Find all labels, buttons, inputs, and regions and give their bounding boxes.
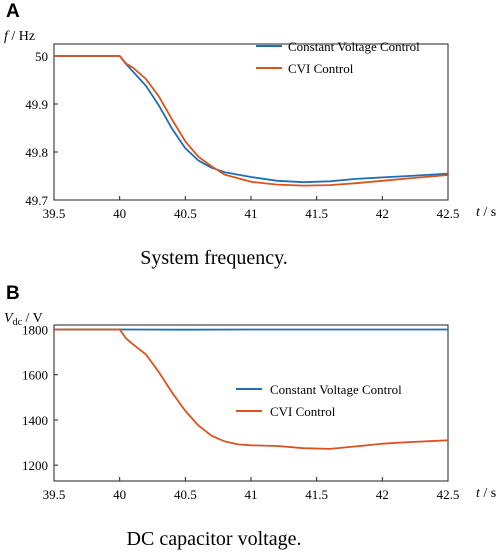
panel-b-series-line-cvi xyxy=(53,328,449,450)
panel-b-ytick-label: 1400 xyxy=(22,413,48,428)
panel-a-label: A xyxy=(6,1,20,22)
panel-a-series-line-cvi xyxy=(53,55,449,187)
panel-b-ticks: 39.5 40 40.5 41 41.5 42 42.5 1200 1400 1600 1800 xyxy=(22,323,459,502)
panel-a-xtick-label: 41 xyxy=(245,206,258,221)
panel-b-caption: DC capacitor voltage. xyxy=(127,528,302,550)
panel-b-ytick-label: 1600 xyxy=(22,368,48,383)
panel-a-xtick-label: 39.5 xyxy=(43,206,66,221)
panel-b-plot-frame xyxy=(53,324,449,482)
panel-a-xtick-label: 42 xyxy=(376,206,389,221)
panel-b-lines xyxy=(53,328,449,450)
panel-a-ticks: 39.5 40 40.5 41 41.5 42 42.5 49.7 49.8 49.9 50 xyxy=(25,49,459,221)
legend-label-cvi: CVI Control xyxy=(270,404,336,419)
legend-label-cvi: CVI Control xyxy=(288,61,354,76)
panel-b-ylabel: Vdc / V xyxy=(4,311,43,328)
panel-a-xtick-label: 42.5 xyxy=(437,206,460,221)
panel-b-xtick-label: 41 xyxy=(245,487,258,502)
panel-a-ytick-label: 49.9 xyxy=(25,97,48,112)
panel-a-lines xyxy=(53,55,449,187)
panel-b-xtick-label: 40 xyxy=(113,487,126,502)
panel-b-legend: Constant Voltage Control CVI Control xyxy=(236,382,402,419)
panel-a-ytick-label: 50 xyxy=(35,49,48,64)
panel-b-xtick-label: 42 xyxy=(376,487,389,502)
panel-b-xtick-label: 39.5 xyxy=(43,487,66,502)
panel-b-xtick-label: 42.5 xyxy=(437,487,460,502)
panel-a-xlabel: t / s xyxy=(476,205,496,220)
panel-b: B Vdc / V t / s 39.5 40 40.5 41 41.5 42 42.5 12… xyxy=(4,283,496,550)
panel-a-xtick-label: 41.5 xyxy=(305,206,328,221)
panel-a-legend: Constant Voltage Control CVI Control xyxy=(256,39,420,76)
panel-b-xtick-label: 40.5 xyxy=(174,487,197,502)
panel-a-ylabel: f / Hz xyxy=(4,29,35,44)
panel-b-xtick-label: 41.5 xyxy=(305,487,328,502)
panel-a-ytick-label: 49.8 xyxy=(25,145,48,160)
panel-b-ytick-label: 1200 xyxy=(22,458,48,473)
panel-a-xtick-label: 40 xyxy=(113,206,126,221)
panel-a-series-line-constant-voltage xyxy=(53,55,449,184)
legend-label-constant-voltage: Constant Voltage Control xyxy=(288,39,420,54)
panel-a-xtick-label: 40.5 xyxy=(174,206,197,221)
panel-b-ytick-label: 1800 xyxy=(22,323,48,338)
panel-b-xlabel: t / s xyxy=(476,486,496,501)
panel-a: A f / Hz t / s 39.5 40 40.5 41 41.5 42 42.5 49.… xyxy=(4,1,496,269)
panel-b-label: B xyxy=(6,283,20,304)
legend-label-constant-voltage: Constant Voltage Control xyxy=(270,382,402,397)
panel-a-ytick-label: 49.7 xyxy=(25,193,48,208)
panel-a-caption: System frequency. xyxy=(140,247,288,269)
